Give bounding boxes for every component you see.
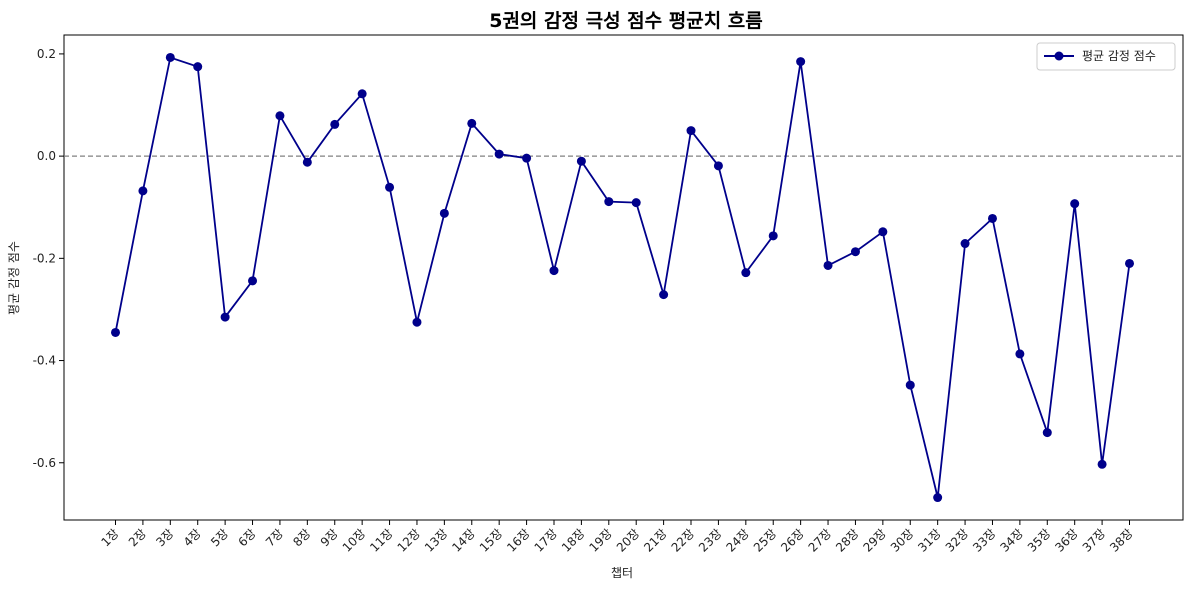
data-point [494,149,504,159]
data-point [138,186,148,196]
y-tick-label: -0.4 [33,354,56,368]
legend-marker-sample [1054,51,1064,61]
y-tick-label: 0.2 [37,47,56,61]
y-axis-label: 평균 감정 점수 [7,241,21,315]
data-point [1125,258,1134,268]
data-point [1097,459,1107,469]
data-point [412,317,422,327]
chart-title: 5권의 감정 극성 점수 평균치 흐름 [489,10,763,32]
data-point [741,268,751,278]
data-point [713,161,723,171]
data-point [1015,349,1025,359]
data-point [357,89,367,99]
data-point [905,380,915,390]
data-point [987,213,997,223]
data-point [576,156,586,166]
data-point [823,260,833,270]
series-line [114,56,1131,498]
legend: 평균 감정 점수 [1036,42,1176,71]
data-point [549,266,559,276]
data-point [220,312,230,322]
data-point [522,153,532,163]
data-point [439,208,449,218]
data-point [960,239,970,249]
data-point [1042,428,1052,438]
data-point [330,119,340,129]
data-point [659,290,669,300]
data-point [165,52,175,62]
data-point [467,118,477,128]
data-point [796,57,806,67]
legend-label: 평균 감정 점수 [1082,49,1156,63]
y-tick-label: -0.2 [33,251,56,265]
data-point [850,247,860,257]
data-point [768,231,778,241]
data-point [248,276,258,286]
data-point [302,157,312,167]
data-point [385,182,395,192]
data-point [275,111,285,121]
legend-frame [1036,42,1176,71]
data-point [933,493,943,503]
plot-frame [63,34,1184,521]
data-point [631,198,641,208]
data-point [686,126,696,136]
data-point [604,197,614,207]
data-point [1070,199,1080,209]
y-tick-label: 0.0 [37,149,56,163]
x-axis-label: 챕터 [611,565,633,580]
data-point [878,227,888,237]
y-tick-label: -0.6 [33,456,56,470]
data-point [193,62,203,72]
data-point [111,327,120,337]
